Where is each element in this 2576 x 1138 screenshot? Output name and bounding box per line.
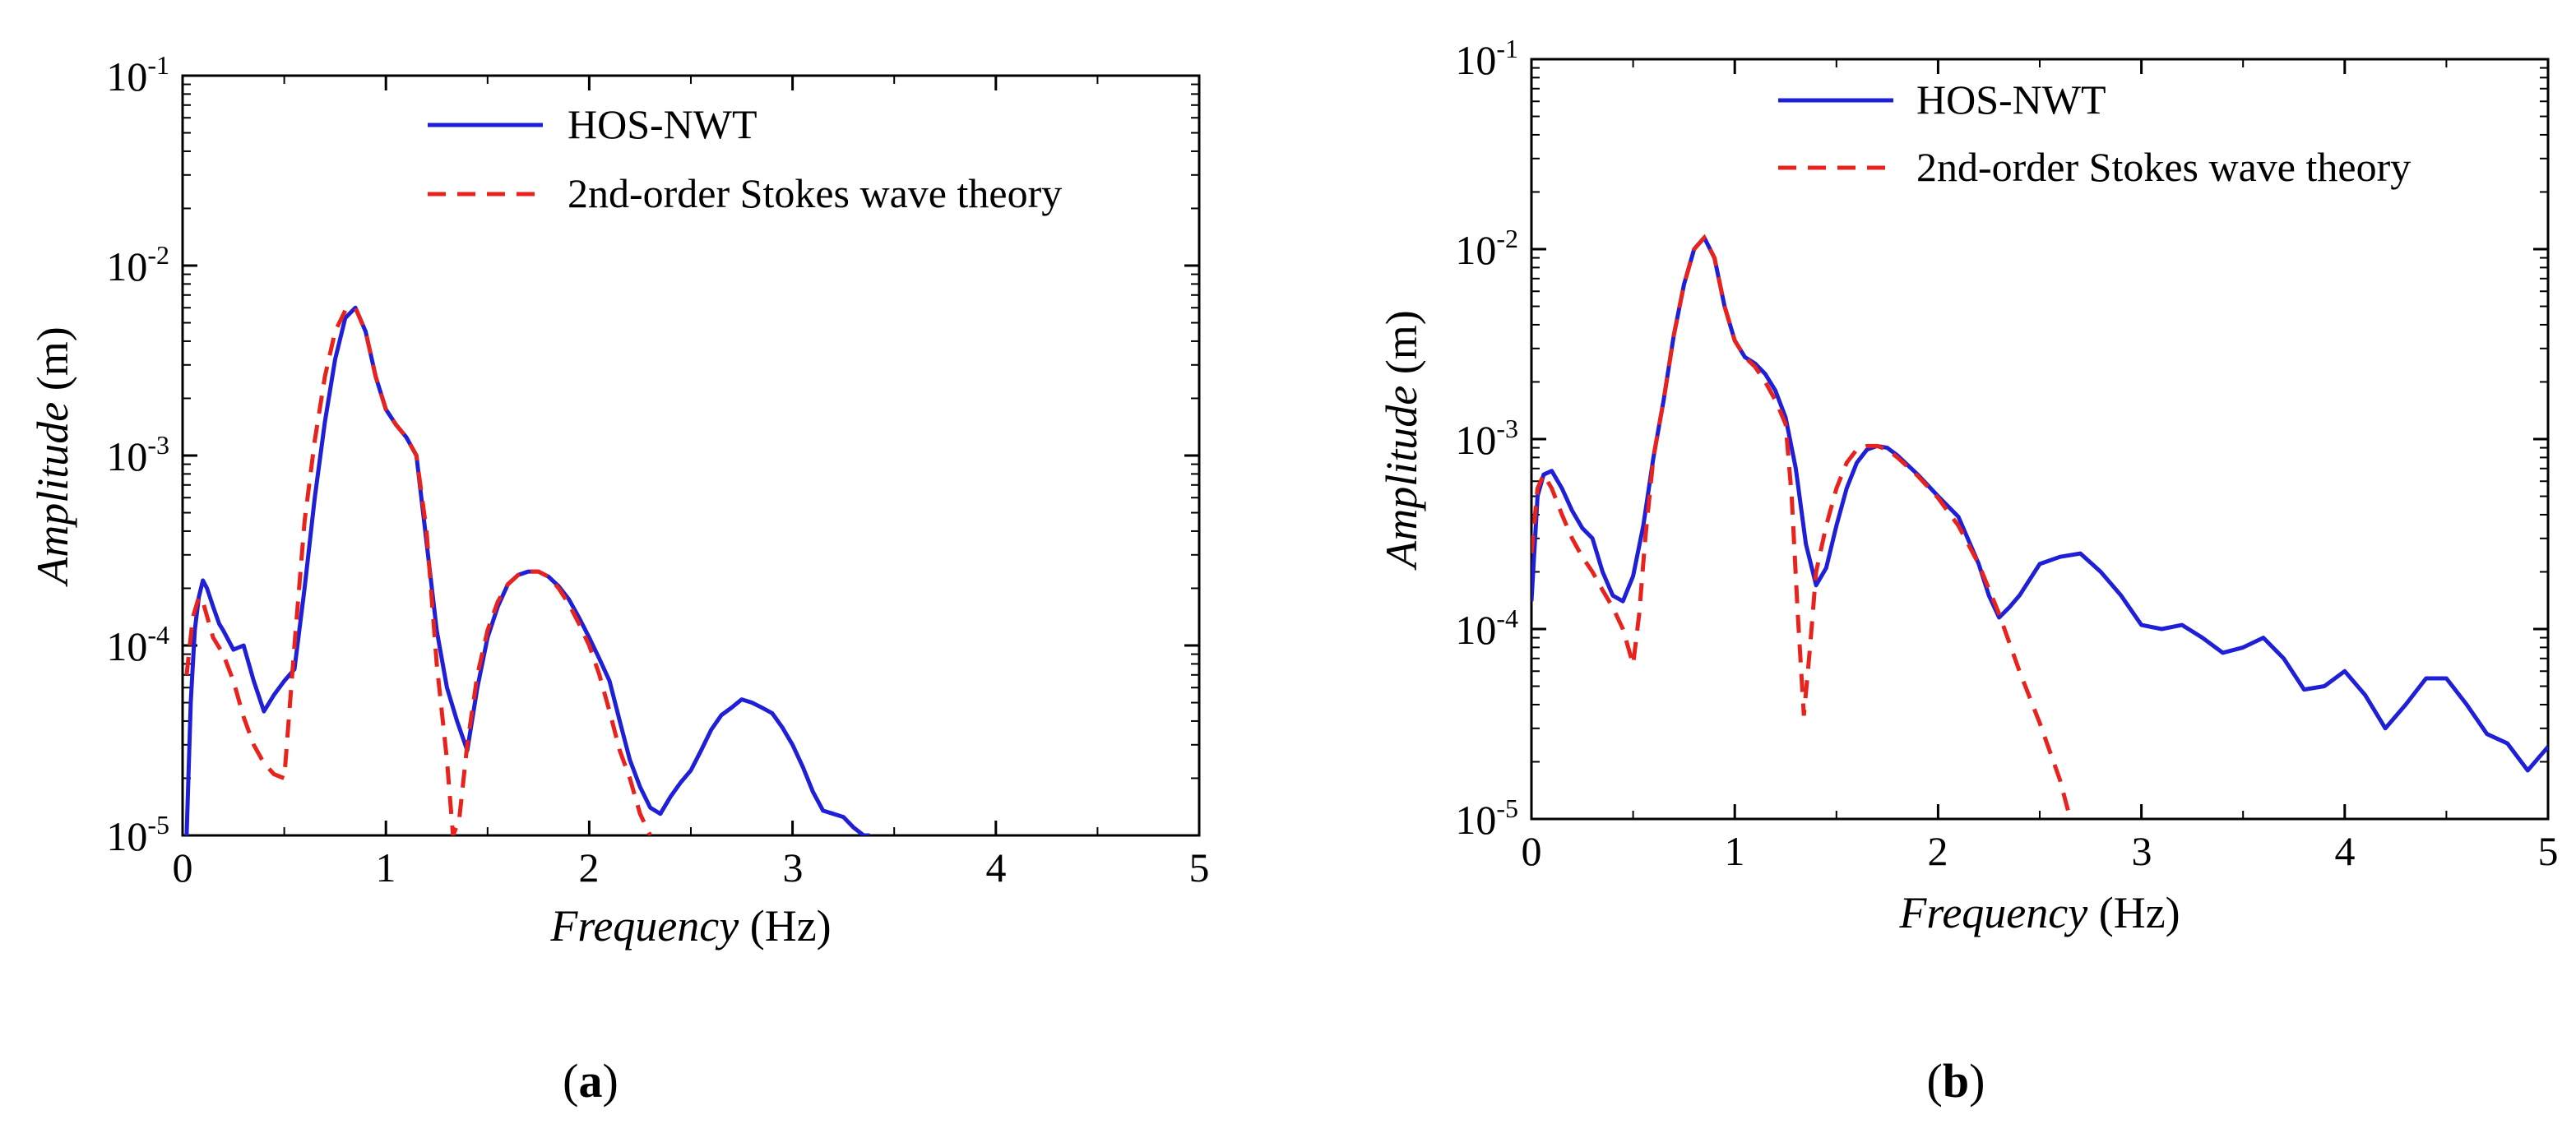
chart-b-series-hos-nwt-line — [1531, 235, 2548, 773]
chart-a-series-stokes-line — [184, 305, 652, 835]
chart-b-ytick-label: 10-2 — [1455, 224, 1518, 273]
chart-a: 10-5 10-4 10-3 10-2 10-1 0 1 2 3 4 5 Fre… — [28, 50, 1210, 1108]
chart-b-ytick-label: 10-5 — [1455, 793, 1518, 843]
chart-a-ytick-label: 10-1 — [106, 50, 169, 99]
chart-a-xtick-label: 5 — [1189, 844, 1210, 891]
chart-b-legend-label-stokes: 2nd-order Stokes wave theory — [1916, 144, 2411, 190]
chart-b-xtick-label: 3 — [2132, 828, 2152, 874]
chart-a-ytick-label: 10-5 — [106, 810, 169, 859]
chart-a-ticks — [181, 74, 1201, 837]
chart-a-legend: HOS-NWT 2nd-order Stokes wave theory — [428, 101, 1062, 216]
chart-a-legend-label-hos-nwt: HOS-NWT — [568, 101, 758, 147]
chart-a-panel-label: (a) — [563, 1054, 619, 1108]
chart-b-xtick-label: 4 — [2335, 828, 2356, 874]
chart-b-xtick-label: 1 — [1725, 828, 1745, 874]
chart-b-xtick-label: 2 — [1928, 828, 1948, 874]
chart-b-legend: HOS-NWT 2nd-order Stokes wave theory — [1778, 76, 2411, 190]
chart-b-xtick-label: 5 — [2538, 828, 2559, 874]
chart-b-xtick-label: 0 — [1522, 828, 1542, 874]
chart-a-series-hos-nwt-line — [184, 305, 870, 835]
chart-a-xtick-label: 2 — [579, 844, 600, 891]
chart-a-xtick-label: 0 — [173, 844, 193, 891]
chart-a-xtick-label: 4 — [986, 844, 1007, 891]
chart-a-ytick-label: 10-3 — [106, 430, 169, 479]
chart-b-panel-label: (b) — [1927, 1054, 1985, 1108]
chart-b-legend-label-hos-nwt: HOS-NWT — [1916, 76, 2106, 123]
chart-a-ytick-label: 10-4 — [106, 620, 169, 669]
chart-b-xlabel: Frequency (Hz) — [1898, 888, 2180, 937]
chart-b-series-stokes-line — [1531, 234, 2073, 819]
chart-b-ytick-label: 10-4 — [1455, 604, 1518, 653]
chart-a-xtick-label: 1 — [376, 844, 396, 891]
chart-a-xtick-label: 3 — [783, 844, 804, 891]
chart-a-ylabel: Amplitude (m) — [28, 326, 77, 586]
chart-a-ytick-label: 10-2 — [106, 240, 169, 289]
chart-a-xlabel: Frequency (Hz) — [549, 901, 831, 951]
chart-a-legend-label-stokes: 2nd-order Stokes wave theory — [568, 170, 1062, 216]
chart-b-ylabel: Amplitude (m) — [1377, 310, 1426, 570]
chart-b: 10-5 10-4 10-3 10-2 10-1 0 1 2 3 4 5 Fre… — [1377, 34, 2559, 1108]
chart-b-ytick-label: 10-3 — [1455, 414, 1518, 463]
chart-b-ytick-label: 10-1 — [1455, 34, 1518, 83]
